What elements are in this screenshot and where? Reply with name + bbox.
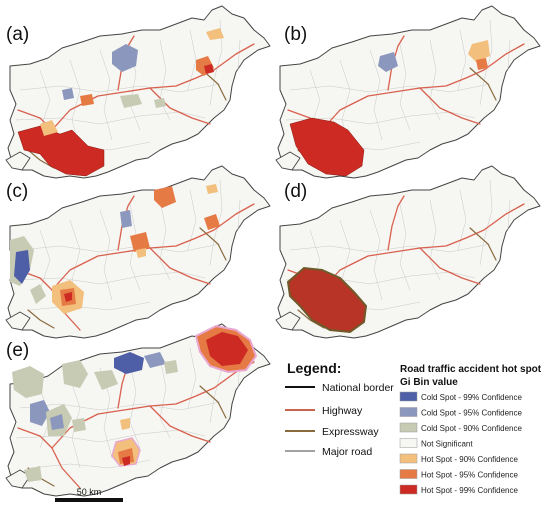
hotspot-legend-swatch (399, 484, 418, 495)
hotspot-95 (476, 58, 488, 70)
hotspot-legend-label: Cold Spot - 99% Confidence (421, 393, 523, 402)
coldspot-95 (62, 88, 74, 100)
hotspot-99 (289, 117, 365, 177)
coldspot-99 (114, 352, 144, 374)
hotspot-legend-swatch (399, 407, 418, 417)
hotspot-99 (17, 125, 105, 177)
hotspot-90 (206, 184, 218, 194)
coldspot-95 (112, 44, 138, 72)
scale-bar-label: 50 km (77, 487, 102, 497)
hotspot-95 (80, 94, 94, 106)
legend-item-major-road: Major road (322, 446, 372, 458)
coldspot-90 (154, 98, 166, 108)
coldspot-90 (120, 94, 142, 108)
hotspot-legend-label: Hot Spot - 99% Confidence (421, 486, 518, 495)
hotspot-legend-swatch (399, 469, 418, 479)
hotspot-legend-label: Hot Spot - 90% Confidence (421, 455, 518, 464)
coldspot-95 (378, 52, 398, 72)
panel-label-b: (b) (284, 24, 307, 45)
hotspot-99 (204, 64, 214, 74)
scale-bar-line (55, 498, 123, 502)
coldspot-90 (12, 366, 44, 398)
hotspot-legend-swatch (399, 453, 418, 464)
hotspot-legend-label: Hot Spot - 95% Confidence (421, 471, 518, 480)
coldspot-99 (14, 250, 30, 284)
hotspot-legend-label: Cold Spot - 90% Confidence (421, 424, 523, 433)
coldspot-90 (72, 418, 86, 432)
hotspot-legend: Road traffic accident hot spot Gi Bin va… (399, 364, 542, 495)
panel-label-d: (d) (284, 181, 307, 202)
hotspot-90 (120, 418, 130, 430)
coldspot-90 (30, 284, 46, 304)
hotspot-99 (206, 332, 248, 366)
panel-c: (c) (5, 165, 271, 339)
legend-item-expressway: Expressway (322, 426, 379, 438)
hotspot-90 (468, 40, 490, 62)
hotspot-95 (130, 232, 150, 252)
coldspot-95 (120, 210, 132, 228)
panel-label-a: (a) (6, 24, 29, 45)
coldspot-95 (144, 352, 166, 368)
coldspot-90 (164, 360, 178, 374)
panel-a: (a) (5, 5, 271, 179)
hotspot-90 (206, 28, 224, 40)
hotspot-legend-label: Not Significant (421, 440, 473, 449)
panel-e: (e) (5, 323, 271, 497)
hotspot-legend-subtitle: Gi Bin value (400, 377, 458, 388)
hotspot-legend-swatch (399, 391, 418, 402)
coldspot-90 (62, 360, 88, 388)
hotspot-legend-label: Cold Spot - 95% Confidence (421, 409, 523, 418)
scale-bar: 50 km (55, 487, 123, 502)
hotspot-95 (204, 214, 220, 230)
hotspot-99 (64, 292, 72, 302)
panel-label-c: (c) (6, 181, 28, 202)
panel-d: (d) (275, 165, 541, 339)
coldspot-95 (50, 414, 64, 430)
legend-item-national-border: National border (322, 382, 394, 394)
panel-b: (b) (275, 5, 541, 179)
hotspot-90 (40, 120, 58, 136)
line-legend: Legend: National border Highway Expressw… (285, 360, 394, 458)
coldspot-95 (30, 400, 50, 426)
hotspot-legend-swatch (399, 422, 418, 433)
hotspot-99 (286, 266, 368, 334)
hotspot-legend-title: Road traffic accident hot spot (400, 364, 542, 375)
hotspot-99 (122, 456, 130, 466)
hotspot-legend-items: Cold Spot - 99% Confidence Cold Spot - 95… (399, 391, 523, 495)
hotspot-legend-swatch (399, 438, 418, 448)
hotspot-95 (154, 186, 176, 208)
legend-item-highway: Highway (322, 405, 363, 417)
coldspot-90 (94, 370, 118, 390)
legend-title: Legend: (287, 360, 341, 376)
panel-label-e: (e) (6, 340, 29, 361)
hotspot-90 (136, 248, 146, 258)
coldspot-90 (24, 466, 42, 482)
